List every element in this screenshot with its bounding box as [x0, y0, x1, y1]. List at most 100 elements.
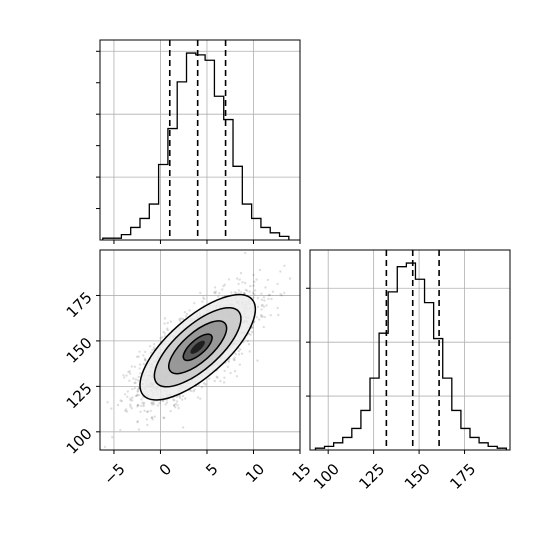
scatter-point — [249, 284, 252, 288]
scatter-point — [163, 332, 166, 335]
scatter-point — [215, 375, 218, 379]
scatter-point — [140, 398, 143, 401]
scatter-point — [251, 291, 255, 295]
scatter-point — [248, 350, 251, 353]
scatter-point — [179, 317, 182, 320]
scatter-point — [188, 309, 191, 312]
scatter-point — [126, 395, 129, 398]
scatter-point — [181, 398, 184, 401]
scatter-point — [199, 291, 202, 295]
scatter-point — [202, 296, 205, 299]
scatter-point — [138, 350, 141, 353]
contour-line — [168, 320, 228, 375]
scatter-point — [233, 358, 236, 362]
scatter-point — [193, 388, 196, 391]
scatter-point — [151, 348, 154, 352]
scatter-point — [151, 416, 154, 419]
density-level — [190, 340, 205, 354]
x-tick-label: 150 — [401, 460, 434, 493]
scatter-point — [173, 404, 176, 407]
scatter-point — [129, 372, 132, 375]
scatter-point — [232, 358, 235, 361]
scatter-point — [161, 399, 165, 403]
scatter-point — [252, 273, 255, 277]
scatter-point — [260, 313, 263, 317]
scatter-point — [221, 288, 224, 291]
scatter-point — [135, 355, 139, 358]
scatter-point — [277, 313, 280, 317]
scatter-point — [238, 363, 241, 366]
scatter-point — [132, 377, 135, 380]
scatter-point — [243, 292, 246, 295]
scatter-point — [193, 302, 196, 305]
scatter-point — [237, 353, 241, 356]
scatter-point — [136, 405, 139, 408]
scatter-point — [226, 365, 229, 369]
scatter-point — [181, 394, 185, 398]
scatter-point — [248, 290, 251, 293]
scatter-point — [127, 370, 130, 374]
scatter-point — [175, 395, 179, 399]
scatter-point — [181, 426, 185, 429]
scatter-point — [137, 428, 141, 431]
scatter-point — [133, 381, 136, 385]
scatter-point — [217, 295, 220, 298]
scatter-point — [276, 306, 279, 310]
scatter-point — [268, 293, 271, 297]
scatter-point — [129, 403, 132, 406]
scatter-point — [222, 284, 225, 288]
scatter-point — [175, 400, 179, 403]
x-tick-label: 5 — [202, 460, 221, 479]
scatter-point — [238, 278, 241, 281]
scatter-point — [239, 272, 243, 275]
histogram-step — [102, 52, 290, 240]
scatter-point — [163, 322, 166, 325]
scatter-point — [213, 291, 216, 294]
scatter-point — [136, 404, 139, 407]
scatter-point — [288, 277, 292, 280]
contour-line — [139, 293, 257, 401]
scatter-point — [269, 314, 272, 317]
scatter-point — [260, 308, 263, 311]
scatter-point — [150, 416, 153, 419]
scatter-point — [244, 251, 247, 255]
scatter-point — [264, 286, 267, 289]
scatter-point — [125, 410, 129, 413]
scatter-point — [151, 402, 154, 405]
scatter-point — [262, 305, 266, 308]
scatter-point — [136, 379, 140, 382]
scatter-point — [216, 376, 219, 379]
scatter-point — [260, 315, 263, 318]
scatter-point — [123, 393, 127, 396]
scatter-point — [124, 408, 128, 411]
scatter-point — [271, 290, 275, 293]
y-tick-label: 175 — [63, 288, 96, 321]
scatter-point — [266, 278, 270, 282]
scatter-point — [120, 399, 124, 403]
scatter-point — [233, 356, 236, 359]
scatter-point — [208, 377, 211, 380]
scatter-point — [166, 328, 169, 332]
x-tick-label: 175 — [446, 460, 479, 493]
scatter-point — [159, 337, 162, 340]
scatter-point — [136, 421, 139, 424]
scatter-point — [139, 404, 143, 408]
scatter-point — [103, 445, 107, 449]
scatter-point — [145, 410, 149, 414]
scatter-point — [244, 288, 247, 292]
scatter-point — [203, 297, 206, 301]
scatter-point — [106, 401, 109, 404]
scatter-point — [252, 284, 255, 287]
scatter-point — [218, 292, 221, 295]
scatter-point — [201, 300, 204, 303]
scatter-point — [173, 399, 176, 402]
scatter-point — [142, 354, 145, 357]
scatter-point — [122, 374, 125, 377]
scatter-point — [144, 359, 147, 362]
scatter-point — [142, 362, 146, 366]
scatter-point — [137, 375, 140, 379]
scatter-point — [234, 353, 238, 356]
scatter-point — [276, 282, 279, 286]
scatter-point — [251, 326, 254, 329]
